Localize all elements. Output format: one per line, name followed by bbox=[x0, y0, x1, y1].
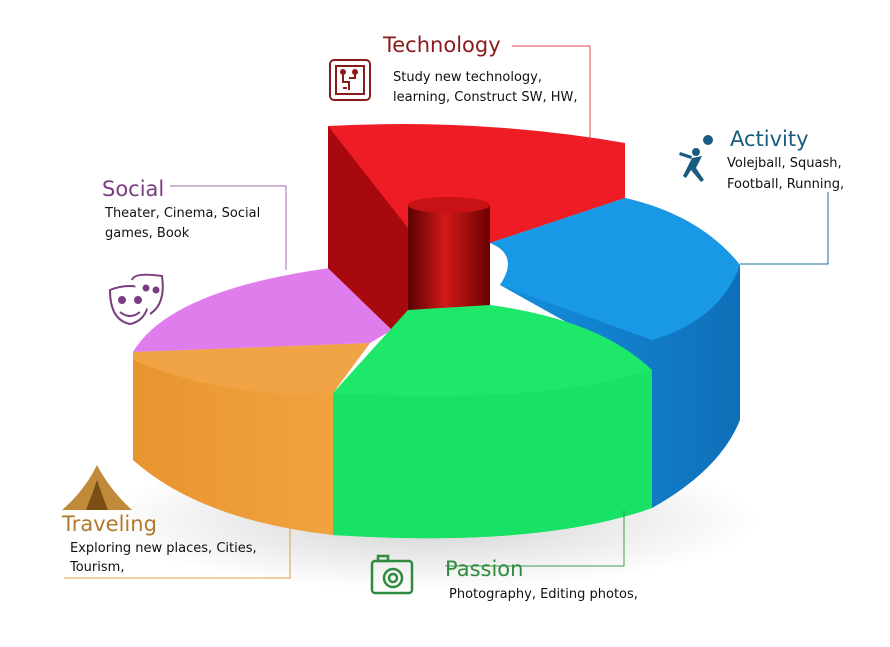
desc-social-line1: Theater, Cinema, Social bbox=[104, 206, 260, 221]
connector-social bbox=[170, 185, 287, 270]
desc-activity-line1: Volejball, Squash, bbox=[727, 156, 842, 171]
connector-traveling bbox=[64, 528, 291, 579]
title-technology: Technology bbox=[382, 33, 501, 57]
desc-traveling-line1: Exploring new places, Cities, bbox=[70, 541, 257, 556]
volleyball-player-icon bbox=[679, 135, 713, 182]
desc-activity-line2: Football, Running, bbox=[727, 177, 844, 192]
title-passion: Passion bbox=[445, 557, 523, 581]
title-activity: Activity bbox=[730, 127, 809, 151]
desc-traveling-line2: Tourism, bbox=[69, 560, 124, 575]
slice-passion bbox=[333, 305, 652, 539]
desc-technology-line2: learning, Construct SW, HW, bbox=[393, 90, 578, 105]
title-social: Social bbox=[102, 177, 164, 201]
desc-technology-line1: Study new technology, bbox=[393, 70, 542, 85]
camera-icon bbox=[370, 554, 414, 595]
title-traveling: Traveling bbox=[61, 512, 157, 536]
slice-technology bbox=[328, 124, 625, 330]
desc-passion-line1: Photography, Editing photos, bbox=[449, 587, 638, 602]
connector-passion bbox=[445, 510, 625, 567]
desc-social-line2: games, Book bbox=[105, 226, 190, 241]
circuit-chip-icon bbox=[329, 59, 371, 101]
tent-icon bbox=[62, 465, 132, 510]
connector-activity bbox=[740, 192, 829, 265]
slice-traveling bbox=[133, 343, 370, 535]
theater-masks-icon bbox=[108, 273, 164, 326]
slice-activity bbox=[490, 198, 740, 508]
connector-technology bbox=[512, 45, 591, 140]
slice-social bbox=[133, 268, 392, 352]
